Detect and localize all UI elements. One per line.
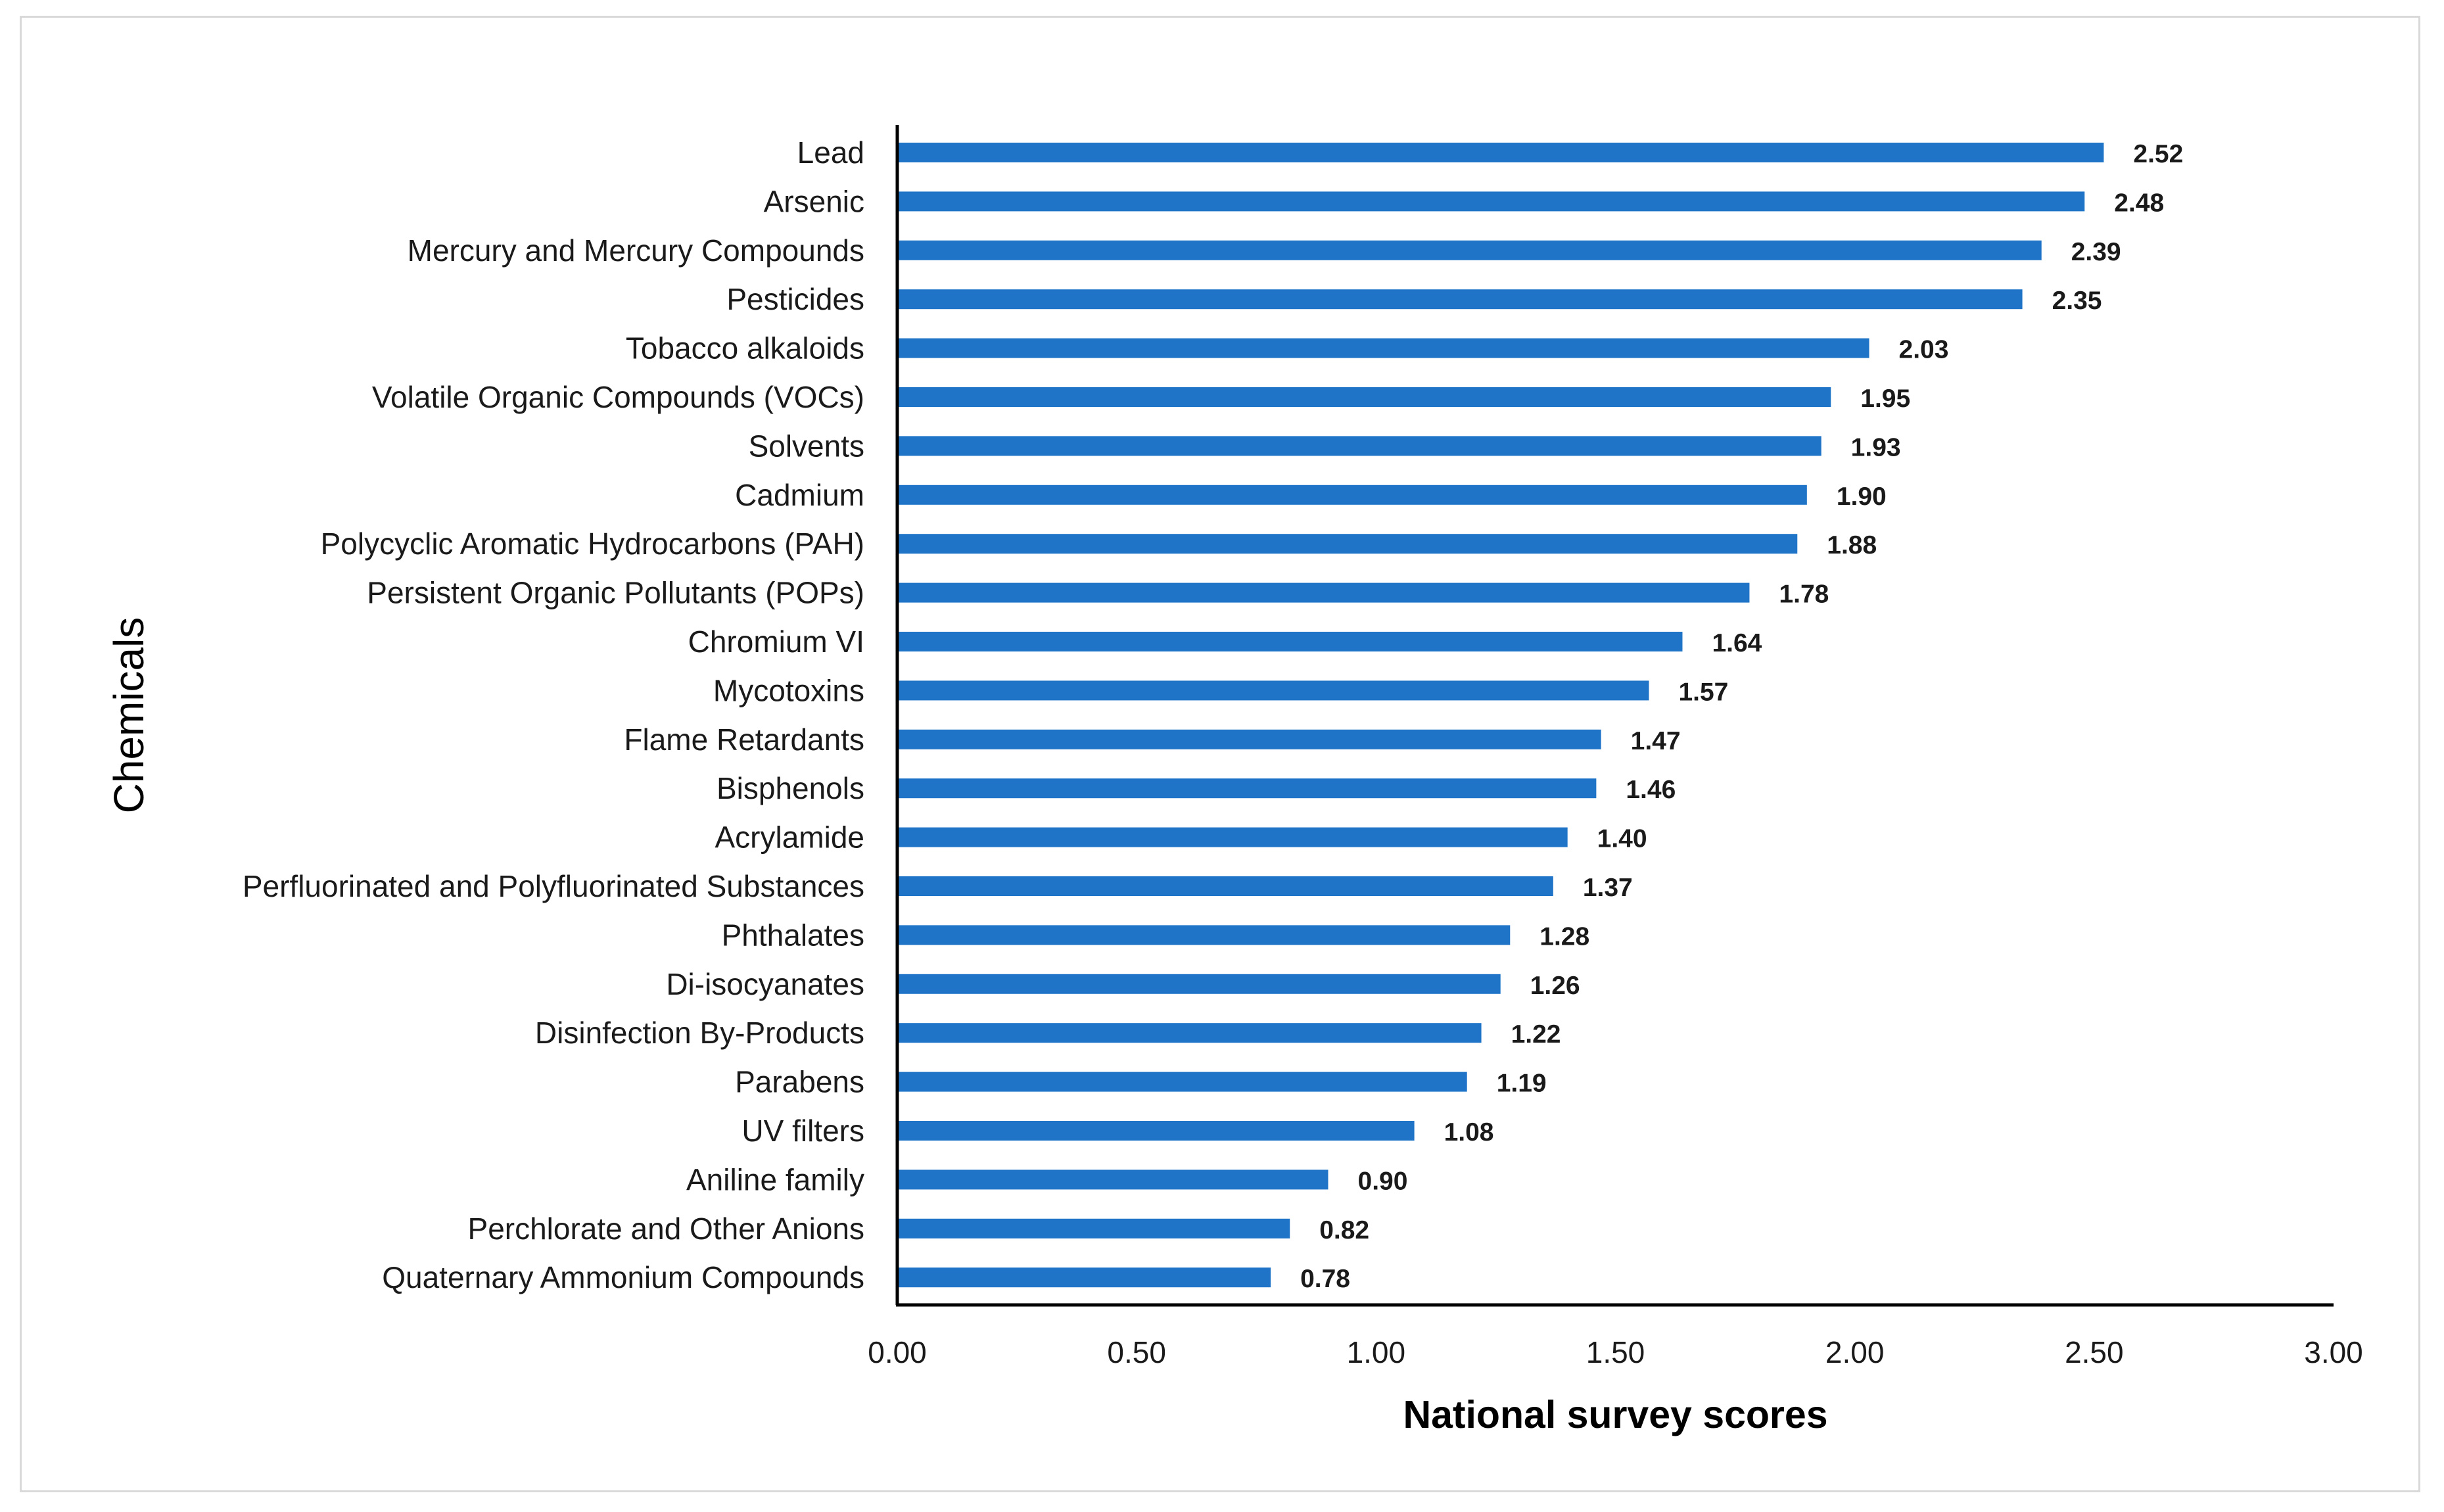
category-label: Disinfection By-Products [535,1016,864,1050]
bar [897,1218,1290,1239]
category-label: Arsenic [764,184,864,218]
x-tick-label: 0.00 [868,1335,927,1369]
category-label: Perchlorate and Other Anions [468,1212,864,1246]
bar [897,436,1821,456]
data-label: 1.78 [1779,580,1829,609]
bar [897,827,1568,847]
bar [897,143,2104,162]
bar [897,680,1649,701]
value-labels: 2.52 2.48 2.39 2.35 2.03 1.95 1.93 1.90 1.88 1.78… [1300,140,2183,1293]
bar [897,387,1831,407]
data-label: 0.78 [1300,1265,1350,1293]
data-label: 1.40 [1597,825,1647,853]
data-label: 1.46 [1626,776,1676,804]
data-label: 1.64 [1712,629,1762,657]
data-label: 2.03 [1899,336,1949,364]
bar [897,974,1501,994]
bar [897,534,1798,554]
category-label: Flame Retardants [624,722,864,757]
bar [897,1121,1415,1141]
data-label: 2.35 [2052,287,2102,315]
category-label: Bisphenols [717,771,864,805]
bar [897,778,1597,799]
x-tick-label: 1.00 [1347,1335,1406,1369]
data-label: 1.28 [1539,922,1589,951]
data-label: 1.90 [1837,483,1887,511]
data-label: 1.88 [1827,531,1877,559]
y-axis-title: Chemicals [105,617,153,814]
data-label: 2.52 [2133,140,2183,168]
data-label: 1.19 [1497,1070,1547,1098]
category-label: Perfluorinated and Polyfluorinated Subst… [243,869,864,903]
category-label: Di-isocyanates [666,967,864,1001]
category-label: Mercury and Mercury Compounds [408,233,864,268]
bar [897,632,1683,651]
x-axis-title: National survey scores [1403,1393,1827,1436]
x-tick-label: 0.50 [1107,1335,1166,1369]
category-label: Acrylamide [715,820,864,855]
data-label: 1.95 [1860,385,1910,413]
data-label: 0.90 [1358,1167,1408,1195]
category-label: Solvents [749,429,864,463]
category-label: UV filters [741,1114,864,1148]
x-axis-ticks: 0.00 0.50 1.00 1.50 2.00 2.50 3.00 [868,1335,2363,1369]
category-label: Polycyclic Aromatic Hydrocarbons (PAH) [321,527,864,561]
category-label: Cadmium [735,478,864,512]
x-tick-label: 3.00 [2304,1335,2363,1369]
bar [897,191,2085,212]
category-labels: Lead Arsenic Mercury and Mercury Compounds… [243,135,864,1294]
category-label: Persistent Organic Pollutants (POPs) [367,576,864,610]
category-label: Aniline family [686,1162,864,1196]
data-label: 1.57 [1678,678,1728,706]
bar [897,1072,1467,1092]
category-label: Pesticides [726,282,864,316]
data-label: 0.82 [1319,1216,1369,1244]
x-tick-label: 2.00 [1825,1335,1885,1369]
x-tick-label: 2.50 [2065,1335,2124,1369]
bar [897,1023,1482,1043]
data-label: 1.47 [1631,727,1681,755]
data-label: 1.22 [1511,1020,1561,1049]
data-label: 1.26 [1530,972,1580,1000]
category-label: Parabens [735,1065,864,1099]
bar [897,876,1553,896]
bar [897,289,2023,310]
category-label: Quaternary Ammonium Compounds [382,1260,864,1294]
bars-layer [897,143,2104,1288]
bar [897,925,1511,945]
bar [897,582,1750,603]
bar [897,1267,1271,1288]
category-label: Lead [797,135,864,170]
chart-frame [20,16,2420,1492]
category-label: Phthalates [722,918,864,952]
bar [897,729,1601,749]
category-label: Tobacco alkaloids [626,331,864,366]
category-label: Chromium VI [688,625,864,659]
category-label: Volatile Organic Compounds (VOCs) [372,380,864,414]
data-label: 1.08 [1444,1118,1494,1146]
bar [897,484,1807,505]
x-tick-label: 1.50 [1586,1335,1645,1369]
category-label: Mycotoxins [713,673,864,707]
bar [897,338,1869,358]
bar [897,240,2042,260]
data-label: 2.39 [2071,238,2121,266]
bar [897,1169,1328,1190]
data-label: 1.93 [1851,433,1901,461]
data-label: 1.37 [1583,874,1633,902]
data-label: 2.48 [2114,189,2164,217]
